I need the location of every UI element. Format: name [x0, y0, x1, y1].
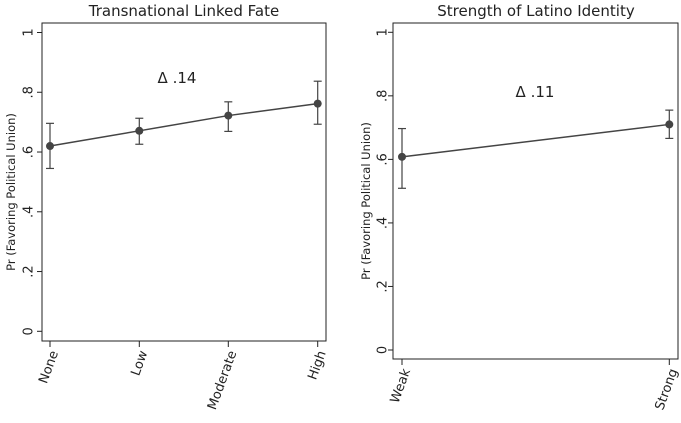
y-tick-label: .4: [376, 217, 391, 229]
panel-1: Transnational Linked Fate Pr (Favoring Po…: [4, 2, 330, 412]
y-tick-label: .6: [22, 146, 37, 158]
y-tick-label: .8: [376, 90, 391, 102]
x-tick-label: None: [36, 349, 62, 386]
y-tick-label: .8: [22, 86, 37, 98]
data-point: [135, 126, 144, 135]
x-tick-label: Weak: [388, 366, 414, 405]
y-axis-label: Pr (Favoring Political Union): [4, 113, 18, 271]
data-point: [46, 142, 54, 151]
plot-frame: [41, 22, 327, 342]
y-tick-label: .2: [22, 265, 37, 277]
data-point: [398, 152, 406, 161]
x-tick-label: Strong: [653, 367, 681, 412]
data-point: [665, 120, 674, 129]
data-point: [224, 111, 233, 120]
series-line: [49, 102, 318, 147]
data-point: [313, 99, 322, 108]
x-tick-label: Low: [128, 348, 151, 378]
series-line: [401, 123, 670, 158]
x-tick-label: Moderate: [205, 349, 240, 412]
y-tick-label: 1: [376, 28, 391, 36]
chart-title: Strength of Latino Identity: [437, 2, 635, 20]
y-tick-label: 0: [22, 327, 37, 335]
plot-frame: [392, 22, 679, 360]
y-axis-label: Pr (Favoring Political Union): [359, 122, 373, 280]
y-tick-label: .4: [22, 206, 37, 218]
x-tick-label: High: [305, 349, 329, 382]
y-tick-label: 1: [22, 28, 37, 36]
y-tick-label: 0: [376, 346, 391, 354]
y-tick-label: .2: [376, 280, 391, 292]
chart-title: Transnational Linked Fate: [88, 2, 279, 20]
delta-annotation: Δ .11: [516, 83, 555, 101]
delta-annotation: Δ .14: [158, 69, 197, 87]
y-tick-label: .6: [376, 153, 391, 165]
panel-2: Strength of Latino Identity Pr (Favoring …: [359, 2, 681, 412]
